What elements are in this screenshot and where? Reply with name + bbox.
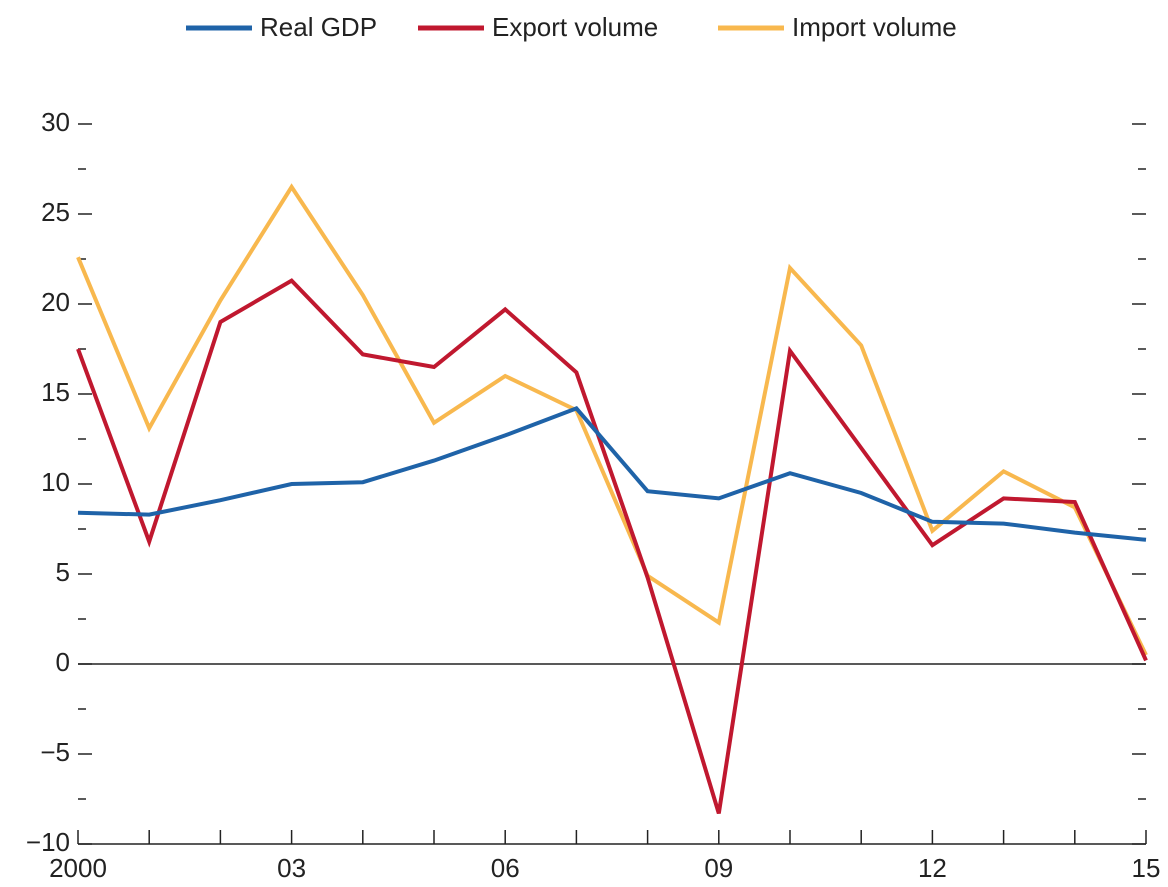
- legend-label: Real GDP: [260, 12, 377, 42]
- y-tick-label: 10: [41, 467, 70, 497]
- series-line: [76, 278, 1148, 814]
- series-line: [77, 406, 1147, 542]
- series-line: [76, 183, 1148, 656]
- legend-label: Export volume: [492, 12, 658, 42]
- y-tick-label: 5: [56, 557, 70, 587]
- y-tick-label: 20: [41, 287, 70, 317]
- legend-label: Import volume: [792, 12, 957, 42]
- x-tick-label: 15: [1132, 853, 1161, 883]
- x-tick-label: 2000: [49, 853, 107, 883]
- y-tick-label: 30: [41, 107, 70, 137]
- x-tick-label: 03: [277, 853, 306, 883]
- y-tick-label: −5: [40, 737, 70, 767]
- y-tick-label: 15: [41, 377, 70, 407]
- x-tick-label: 06: [491, 853, 520, 883]
- y-tick-label: 25: [41, 197, 70, 227]
- x-tick-label: 12: [918, 853, 947, 883]
- y-tick-label: 0: [56, 647, 70, 677]
- y-tick-label: −10: [26, 827, 70, 857]
- x-tick-label: 09: [704, 853, 733, 883]
